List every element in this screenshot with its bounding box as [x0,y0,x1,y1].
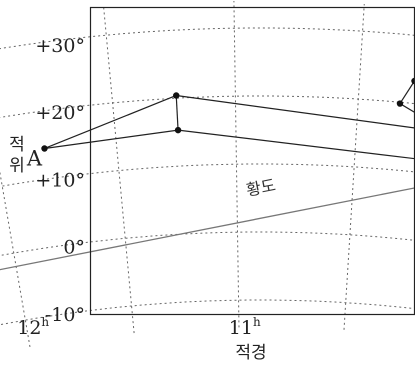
ra-gridline [0,170,31,347]
constellation-lines [44,80,415,160]
constellation-line [399,80,415,104]
ra-tick-label: 11h [229,315,261,339]
plot-frame [89,6,415,316]
dec-tick-label: +30° [35,35,85,57]
ra-tick-label: 12h [17,315,49,339]
y-axis-title-char-1: 적 [9,135,25,155]
constellation-line [175,95,179,131]
dec-tick-label: -10° [45,304,85,326]
star-labels: ABC [26,146,43,170]
star-label-a: A [26,146,43,170]
dec-gridline [0,299,415,326]
dec-tick-label: 0° [63,237,85,259]
dec-tick-label: +10° [35,169,85,191]
star [173,92,180,99]
coordinate-grid [0,0,415,347]
dec-tick-label: +20° [35,102,85,124]
constellation-line [44,94,177,150]
x-axis-title: 적경 [235,343,266,363]
ra-gridline [343,4,365,330]
constellation-line [44,129,179,150]
constellation-line [399,103,415,114]
star [174,126,182,134]
ecliptic-label: 황도 [245,175,278,199]
y-axis-title-char-2: 위 [9,156,25,176]
star [41,145,48,152]
dec-gridline [0,27,415,50]
ra-gridline [233,0,240,328]
star [396,100,404,107]
dec-gridline [0,231,415,257]
ra-gridline [103,8,135,334]
dec-tick-labels: +30° +20° +10° 0° -10° [35,35,85,326]
constellation-line [176,94,415,129]
constellation-line [177,129,415,160]
ecliptic-line [0,187,415,271]
stars [41,77,415,152]
